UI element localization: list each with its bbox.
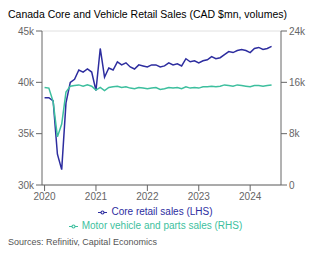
- svg-text:35k: 35k: [18, 128, 35, 139]
- svg-text:2020: 2020: [33, 191, 56, 202]
- svg-text:0: 0: [289, 180, 295, 191]
- html-text:Canada Core and Vehicle Retail: Canada Core and Vehicle Retail Sales (CA…: [8, 8, 287, 20]
- html-text:Motor vehicle and parts sales: Motor vehicle and parts sales (RHS): [81, 220, 243, 231]
- svg-text:40k: 40k: [18, 77, 35, 88]
- svg-text:16k: 16k: [289, 77, 306, 88]
- svg-text:2023: 2023: [188, 191, 211, 202]
- svg-text:24k: 24k: [289, 26, 306, 37]
- svg-text:45k: 45k: [18, 26, 35, 37]
- html-text:Core retail sales (LHS): Core retail sales (LHS): [111, 206, 213, 217]
- svg-text:30k: 30k: [18, 180, 35, 191]
- svg-text:2024: 2024: [239, 191, 262, 202]
- svg-text:2021: 2021: [85, 191, 108, 202]
- html-text:Sources: Refinitiv, Capital Ec: Sources: Refinitiv, Capital Economics: [8, 237, 157, 247]
- svg-text:2022: 2022: [136, 191, 159, 202]
- svg-text:8k: 8k: [289, 128, 301, 139]
